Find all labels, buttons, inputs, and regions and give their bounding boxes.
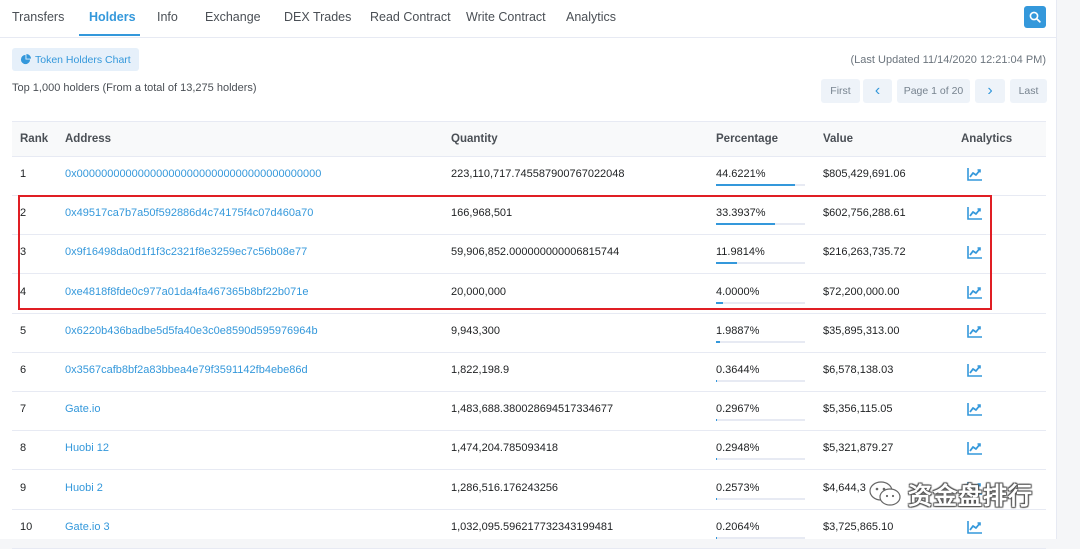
- tab-analytics[interactable]: Analytics: [566, 10, 616, 24]
- quantity-cell: 1,822,198.9: [451, 364, 509, 376]
- table-row: 5 0x6220b436badbe5d5fa40e3c0e8590d5959769…: [12, 313, 1046, 353]
- highlight-box: [18, 195, 992, 310]
- percentage-cell: 0.2948%: [716, 442, 759, 454]
- tab-holders[interactable]: Holders: [89, 10, 136, 24]
- percentage-bar: [716, 419, 805, 421]
- percentage-bar-fill: [716, 341, 720, 343]
- percentage-bar: [716, 537, 805, 539]
- tab-info[interactable]: Info: [157, 10, 178, 24]
- quantity-cell: 1,483,688.380028694517334677: [451, 403, 613, 415]
- header-quantity: Quantity: [451, 133, 498, 145]
- table-row: 7 Gate.io 1,483,688.380028694517334677 0.29…: [12, 391, 1046, 431]
- value-cell: $805,429,691.06: [823, 168, 906, 180]
- value-cell: $3,725,865.10: [823, 521, 893, 533]
- address-link[interactable]: Huobi 12: [65, 442, 109, 454]
- percentage-bar-fill: [716, 458, 717, 460]
- active-tab-indicator: [79, 34, 140, 36]
- chart-button-label: Token Holders Chart: [35, 54, 131, 66]
- address-link[interactable]: Gate.io 3: [65, 521, 110, 533]
- tab-exchange[interactable]: Exchange: [205, 10, 261, 24]
- tab-bar: Transfers Holders Info Exchange DEX Trad…: [0, 0, 1056, 38]
- value-cell: $5,356,115.05: [823, 403, 893, 415]
- pagination-last-button[interactable]: Last: [1010, 79, 1047, 103]
- watermark: 资金盘排行: [868, 476, 1033, 511]
- rank-cell: 6: [20, 364, 26, 376]
- holders-card: Transfers Holders Info Exchange DEX Trad…: [0, 0, 1057, 539]
- header-percentage: Percentage: [716, 133, 778, 145]
- value-cell: $6,578,138.03: [823, 364, 893, 376]
- watermark-text: 资金盘排行: [908, 476, 1033, 511]
- analytics-chart-icon[interactable]: [967, 520, 983, 534]
- rank-cell: 5: [20, 325, 26, 337]
- percentage-bar-fill: [716, 419, 717, 421]
- quantity-cell: 9,943,300: [451, 325, 500, 337]
- rank-cell: 7: [20, 403, 26, 415]
- analytics-chart-icon[interactable]: [967, 441, 983, 455]
- pagination-page-indicator: Page 1 of 20: [897, 79, 970, 103]
- analytics-chart-icon[interactable]: [967, 363, 983, 377]
- holders-summary: Top 1,000 holders (From a total of 13,27…: [12, 82, 257, 94]
- header-value: Value: [823, 133, 853, 145]
- percentage-cell: 44.6221%: [716, 168, 766, 180]
- pagination-first-button[interactable]: First: [821, 79, 860, 103]
- address-link[interactable]: Huobi 2: [65, 482, 103, 494]
- address-link[interactable]: 0x3567cafb8bf2a83bbea4e79f3591142fb4ebe8…: [65, 364, 308, 376]
- pagination-next-button[interactable]: ›: [975, 79, 1005, 103]
- quantity-cell: 1,032,095.596217732343199481: [451, 521, 613, 533]
- percentage-bar-fill: [716, 380, 717, 382]
- table-row: 6 0x3567cafb8bf2a83bbea4e79f3591142fb4ebe…: [12, 352, 1046, 392]
- pagination-prev-button[interactable]: ‹: [863, 79, 892, 103]
- percentage-cell: 1.9887%: [716, 325, 759, 337]
- table-row: 8 Huobi 12 1,474,204.785093418 0.2948% $5,32…: [12, 430, 1046, 470]
- percentage-bar: [716, 341, 805, 343]
- percentage-bar: [716, 498, 805, 500]
- tab-write-contract[interactable]: Write Contract: [466, 10, 546, 24]
- header-rank: Rank: [20, 133, 48, 145]
- percentage-bar: [716, 458, 805, 460]
- percentage-cell: 0.2064%: [716, 521, 759, 533]
- value-cell: $35,895,313.00: [823, 325, 899, 337]
- percentage-bar: [716, 184, 805, 186]
- search-icon: [1029, 11, 1041, 23]
- address-link[interactable]: Gate.io: [65, 403, 100, 415]
- percentage-cell: 0.2573%: [716, 482, 759, 494]
- percentage-bar: [716, 380, 805, 382]
- rank-cell: 1: [20, 168, 26, 180]
- table-row: 10 Gate.io 3 1,032,095.596217732343199481 0…: [12, 509, 1046, 549]
- value-cell: $5,321,879.27: [823, 442, 893, 454]
- tab-transfers[interactable]: Transfers: [12, 10, 64, 24]
- table-header: Rank Address Quantity Percentage Value A…: [12, 121, 1046, 157]
- last-updated-text: (Last Updated 11/14/2020 12:21:04 PM): [851, 54, 1047, 66]
- rank-cell: 9: [20, 482, 26, 494]
- header-analytics: Analytics: [961, 133, 1012, 145]
- token-holders-chart-button[interactable]: Token Holders Chart: [12, 48, 139, 71]
- tab-dex-trades[interactable]: DEX Trades: [284, 10, 351, 24]
- percentage-bar-fill: [716, 184, 795, 186]
- rank-cell: 8: [20, 442, 26, 454]
- header-address: Address: [65, 133, 111, 145]
- quantity-cell: 1,474,204.785093418: [451, 442, 558, 454]
- analytics-chart-icon[interactable]: [967, 402, 983, 416]
- rank-cell: 10: [20, 521, 32, 533]
- percentage-cell: 0.3644%: [716, 364, 759, 376]
- table-row: 1 0x0000000000000000000000000000000000000…: [12, 156, 1046, 196]
- address-link[interactable]: 0x6220b436badbe5d5fa40e3c0e8590d59597696…: [65, 325, 318, 337]
- tab-read-contract[interactable]: Read Contract: [370, 10, 451, 24]
- wechat-icon: [868, 480, 902, 508]
- quantity-cell: 223,110,717.745587900767022048: [451, 168, 625, 180]
- search-button[interactable]: [1024, 6, 1046, 28]
- analytics-chart-icon[interactable]: [967, 324, 983, 338]
- pie-chart-icon: [20, 54, 31, 65]
- quantity-cell: 1,286,516.176243256: [451, 482, 558, 494]
- address-link[interactable]: 0x00000000000000000000000000000000000000…: [65, 168, 321, 180]
- value-cell: $4,644,3: [823, 482, 866, 494]
- analytics-chart-icon[interactable]: [967, 167, 983, 181]
- percentage-cell: 0.2967%: [716, 403, 759, 415]
